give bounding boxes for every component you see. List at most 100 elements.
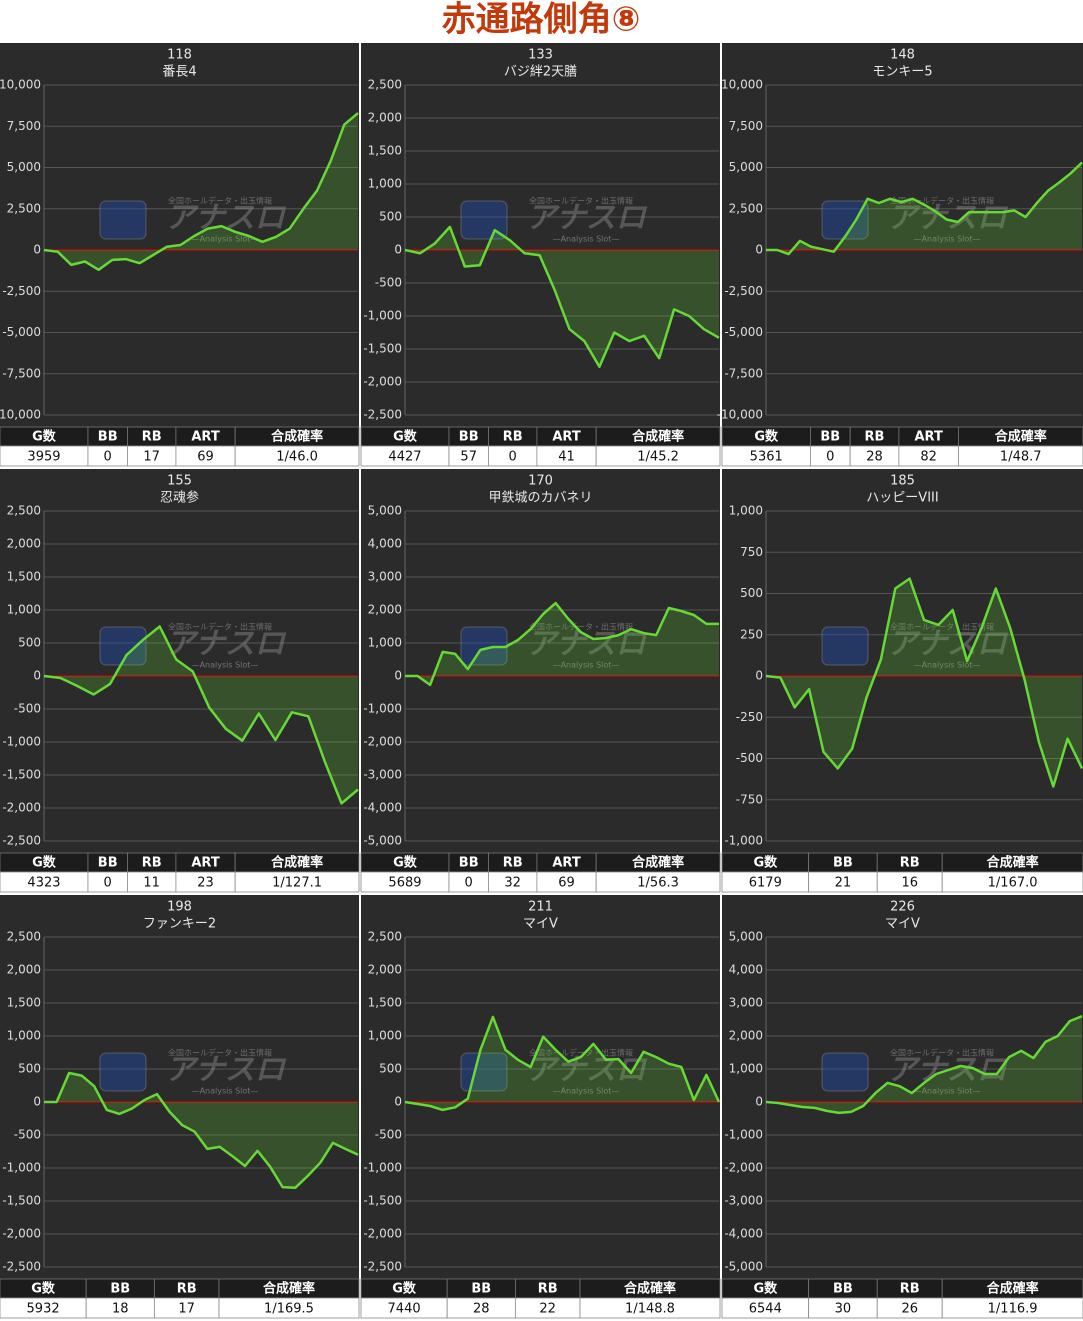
table-header: RB xyxy=(900,856,920,871)
area-fill xyxy=(766,1016,1082,1113)
y-tick-label: -250 xyxy=(736,710,763,724)
y-tick-label: 500 xyxy=(379,210,402,224)
table-header: RB xyxy=(538,1282,558,1297)
y-tick-label: -1,000 xyxy=(2,1161,41,1175)
y-tick-label: -1,000 xyxy=(724,834,763,848)
table-value: 69 xyxy=(558,876,575,891)
watermark-caption: 全国ホールデータ・出玉情報 xyxy=(168,622,272,632)
y-tick-label: 2,500 xyxy=(7,201,41,215)
y-tick-label: -5,000 xyxy=(363,834,402,848)
y-tick-label: 2,000 xyxy=(729,1029,763,1043)
table-header: RB xyxy=(900,1282,920,1297)
table-value: 32 xyxy=(504,876,521,891)
table-header: G数 xyxy=(32,855,57,871)
y-tick-label: -1,000 xyxy=(363,702,402,716)
y-tick-label: 4,000 xyxy=(729,963,763,977)
y-tick-label: 7,500 xyxy=(729,119,763,133)
table-value: 41 xyxy=(558,450,575,465)
table-header: 合成確率 xyxy=(632,429,684,445)
y-tick-label: -10,000 xyxy=(0,408,41,422)
table-header: 合成確率 xyxy=(624,1281,676,1297)
line xyxy=(405,601,719,687)
watermark-tagline: —Analysis Slot— xyxy=(914,661,981,670)
table-cell xyxy=(595,445,721,467)
chart-name: マイV xyxy=(885,917,920,932)
y-tick-label: 0 xyxy=(33,1095,41,1109)
y-tick-label: 1,500 xyxy=(368,996,402,1010)
chart-name: 番長4 xyxy=(162,65,196,80)
y-tick-label: -5,000 xyxy=(724,325,763,339)
watermark-logo: アナスロ xyxy=(887,627,1008,662)
table-value: 1/127.1 xyxy=(272,876,322,891)
y-tick-label: 5,000 xyxy=(7,160,41,174)
watermark-tagline: —Analysis Slot— xyxy=(553,1087,620,1096)
table-value: 5361 xyxy=(750,450,783,465)
watermark-caption: 全国ホールデータ・出玉情報 xyxy=(890,1048,994,1058)
table-value: 1/167.0 xyxy=(988,876,1038,891)
area-fill xyxy=(405,226,719,367)
table-value: 5689 xyxy=(388,876,421,891)
table-header: 合成確率 xyxy=(995,429,1047,445)
area-fill xyxy=(766,578,1082,787)
table-header: BB xyxy=(471,1282,491,1297)
table-header: RB xyxy=(177,1282,197,1297)
table-value: 16 xyxy=(901,876,918,891)
table-value: 1/46.0 xyxy=(276,450,318,465)
y-tick-label: 250 xyxy=(740,627,763,641)
y-tick-label: 0 xyxy=(755,243,763,257)
y-tick-label: 10,000 xyxy=(0,78,41,92)
y-tick-label: 4,000 xyxy=(368,537,402,551)
watermark-tagline: —Analysis Slot— xyxy=(553,235,620,244)
y-tick-label: -3,000 xyxy=(724,1194,763,1208)
area-fill xyxy=(44,1073,358,1188)
y-tick-label: -10,000 xyxy=(717,408,763,422)
y-tick-label: 1,000 xyxy=(368,636,402,650)
table-value: 21 xyxy=(835,876,852,891)
y-tick-label: -2,500 xyxy=(2,1260,41,1274)
y-tick-label: 1,000 xyxy=(7,603,41,617)
table-header: G数 xyxy=(32,429,57,445)
y-tick-label: -2,500 xyxy=(2,834,41,848)
y-tick-label: 1,000 xyxy=(368,1029,402,1043)
y-tick-label: 1,000 xyxy=(368,177,402,191)
y-tick-label: -2,500 xyxy=(363,408,402,422)
table-header: RB xyxy=(503,430,523,445)
table-value: 17 xyxy=(143,450,160,465)
y-tick-label: 0 xyxy=(394,1095,402,1109)
y-tick-label: 500 xyxy=(379,1062,402,1076)
y-tick-label: -500 xyxy=(14,1128,41,1142)
watermark-logo: アナスロ xyxy=(165,1053,286,1088)
y-tick-label: 2,500 xyxy=(7,504,41,518)
chart-number: 198 xyxy=(167,900,192,915)
line xyxy=(404,1015,721,1112)
table-value: 0 xyxy=(465,876,473,891)
table-header: 合成確率 xyxy=(632,855,684,871)
y-tick-label: 0 xyxy=(394,243,402,257)
chart-number: 185 xyxy=(890,474,915,489)
y-tick-label: 0 xyxy=(755,669,763,683)
page-title: 赤通路側角⑧ xyxy=(442,0,641,40)
watermark-logo: アナスロ xyxy=(165,627,286,662)
line xyxy=(43,112,359,272)
area-fill xyxy=(44,113,358,270)
table-header: ART xyxy=(914,430,942,445)
chart-number: 211 xyxy=(528,900,553,915)
watermark-logo: アナスロ xyxy=(887,201,1008,236)
y-tick-label: -3,000 xyxy=(363,768,402,782)
chart-panel xyxy=(722,469,1083,853)
watermark-caption: 全国ホールデータ・出玉情報 xyxy=(168,196,272,206)
table-header: ART xyxy=(552,856,580,871)
table-value: 0 xyxy=(509,450,517,465)
table-cell xyxy=(941,871,1083,893)
chart-number: 133 xyxy=(528,48,553,63)
table-value: 28 xyxy=(473,1302,490,1317)
table-cell xyxy=(958,445,1083,467)
table-value: 1/116.9 xyxy=(988,1302,1038,1317)
chart-number: 118 xyxy=(167,48,192,63)
watermark-tagline: —Analysis Slot— xyxy=(192,235,259,244)
y-tick-label: -2,000 xyxy=(2,801,41,815)
table-header: ART xyxy=(191,430,219,445)
y-tick-label: -1,500 xyxy=(2,1194,41,1208)
table-cell xyxy=(234,871,360,893)
